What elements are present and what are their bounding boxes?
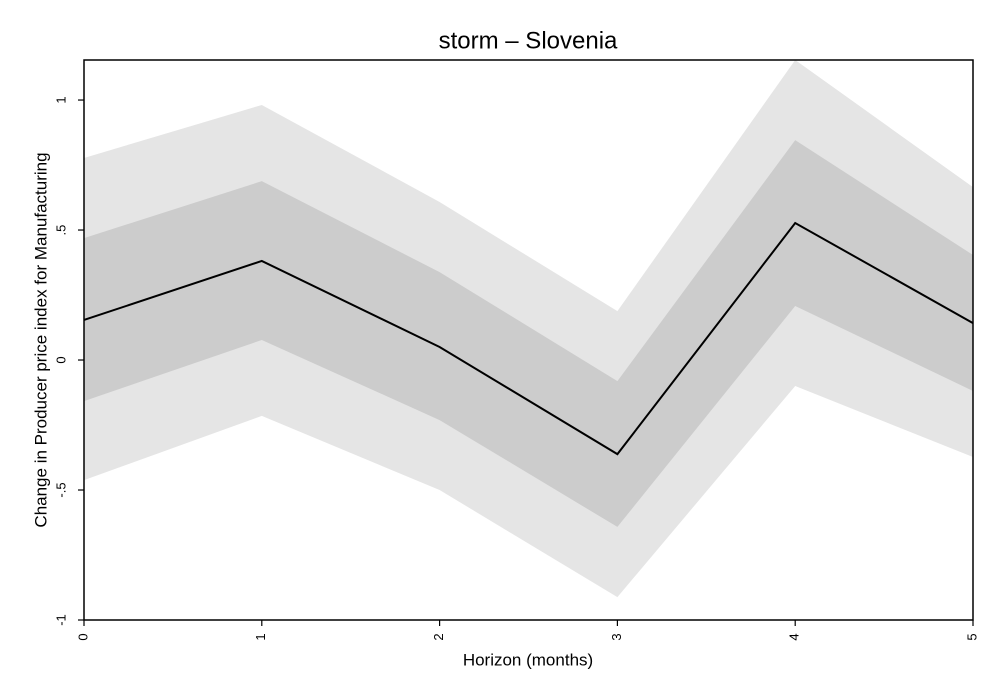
x-tick-label: 1 bbox=[253, 633, 268, 640]
x-tick-label: 0 bbox=[75, 633, 90, 640]
x-tick-label: 2 bbox=[431, 633, 446, 640]
y-tick-label: 0 bbox=[53, 356, 68, 363]
plot-frame bbox=[83, 59, 974, 621]
chart-title: storm – Slovenia bbox=[439, 27, 618, 54]
x-tick-label: 5 bbox=[964, 633, 979, 640]
y-tick-label: -1 bbox=[53, 614, 68, 626]
x-tick-label: 4 bbox=[787, 633, 802, 640]
y-tick-label: .5 bbox=[53, 225, 68, 236]
confidence-band bbox=[84, 140, 973, 527]
line bbox=[83, 221, 974, 456]
x-axis-label: Horizon (months) bbox=[463, 650, 593, 669]
y-axis-label: Change in Producer price index for Manuf… bbox=[31, 152, 50, 527]
y-tick-label: 1 bbox=[53, 96, 68, 103]
y-tick-label: -.5 bbox=[53, 482, 68, 497]
x-tick-label: 3 bbox=[609, 633, 624, 640]
